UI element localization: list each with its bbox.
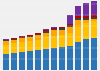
Bar xyxy=(43,37,49,49)
Bar xyxy=(75,20,81,27)
Bar xyxy=(3,41,9,45)
Bar xyxy=(27,35,33,36)
Bar xyxy=(51,36,57,48)
Bar xyxy=(67,24,73,25)
Bar xyxy=(43,31,49,33)
Bar xyxy=(83,3,89,16)
Bar xyxy=(83,23,89,39)
Bar xyxy=(19,36,25,37)
Bar xyxy=(11,53,17,70)
Bar xyxy=(83,20,89,23)
Bar xyxy=(27,51,33,70)
Bar xyxy=(27,36,33,37)
Bar xyxy=(35,40,41,50)
Bar xyxy=(67,25,73,27)
Bar xyxy=(59,27,65,28)
Bar xyxy=(3,40,9,41)
Bar xyxy=(67,46,73,70)
Bar xyxy=(3,54,9,70)
Bar xyxy=(19,37,25,38)
Bar xyxy=(51,28,57,29)
Bar xyxy=(83,39,89,70)
Bar xyxy=(67,15,73,24)
Bar xyxy=(11,43,17,53)
Bar xyxy=(59,28,65,30)
Bar xyxy=(43,49,49,70)
Bar xyxy=(91,0,97,15)
Bar xyxy=(51,29,57,30)
Bar xyxy=(35,50,41,70)
Bar xyxy=(59,30,65,35)
Bar xyxy=(67,27,73,33)
Bar xyxy=(59,47,65,70)
Bar xyxy=(91,38,97,70)
Bar xyxy=(11,40,17,43)
Bar xyxy=(11,38,17,39)
Bar xyxy=(35,35,41,40)
Bar xyxy=(35,34,41,35)
Bar xyxy=(67,33,73,46)
Bar xyxy=(83,16,89,18)
Bar xyxy=(27,37,33,41)
Bar xyxy=(83,18,89,20)
Bar xyxy=(75,18,81,20)
Bar xyxy=(19,42,25,52)
Bar xyxy=(19,38,25,42)
Bar xyxy=(35,33,41,34)
Bar xyxy=(51,27,57,28)
Bar xyxy=(43,30,49,31)
Bar xyxy=(59,35,65,47)
Bar xyxy=(51,48,57,70)
Bar xyxy=(75,16,81,18)
Bar xyxy=(3,45,9,54)
Bar xyxy=(75,42,81,70)
Bar xyxy=(91,17,97,19)
Bar xyxy=(91,15,97,17)
Bar xyxy=(43,33,49,37)
Bar xyxy=(91,19,97,21)
Bar xyxy=(75,27,81,42)
Bar xyxy=(27,41,33,51)
Bar xyxy=(91,21,97,38)
Bar xyxy=(75,6,81,16)
Bar xyxy=(51,30,57,36)
Bar xyxy=(43,29,49,30)
Bar xyxy=(3,39,9,40)
Bar xyxy=(19,52,25,70)
Bar xyxy=(11,39,17,40)
